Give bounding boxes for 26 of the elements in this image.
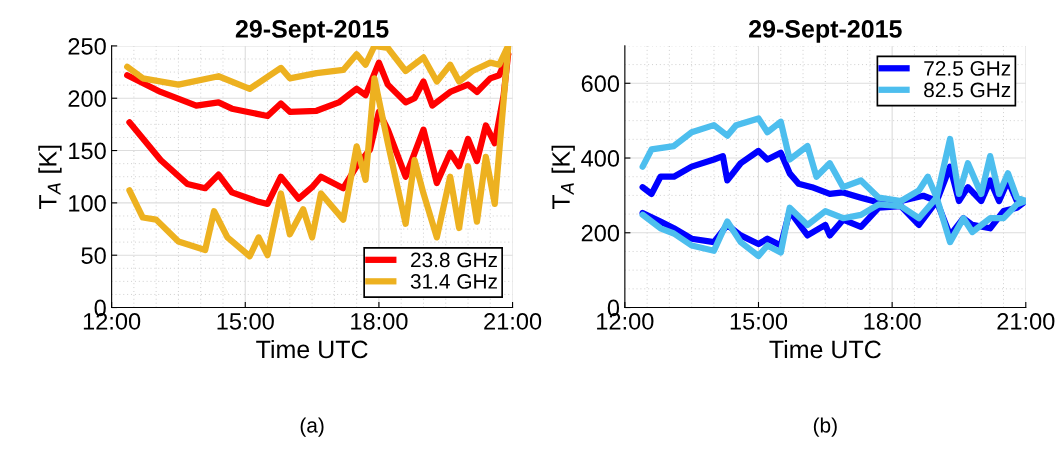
legend-label: 82.5 GHz	[924, 82, 1011, 98]
text: (a)	[300, 417, 324, 437]
legend-label: 72.5 GHz	[924, 61, 1011, 76]
x-axis-title: Time UTC	[769, 339, 881, 359]
chart-title: 29-Sept-2015	[235, 20, 389, 43]
x-axis-title: Time UTC	[256, 339, 368, 359]
x-tick-label: 18:00	[351, 313, 408, 330]
y-tick-label: 250	[68, 37, 106, 55]
y-tick-label: 50	[81, 247, 106, 264]
x-tick-label: 21:00	[997, 313, 1055, 330]
y-tick-label: 100	[69, 194, 106, 212]
y-axis-title: T$_{A}$ [K]	[38, 145, 62, 210]
x-tick-label: 15:00	[217, 313, 274, 330]
chart-title: 29-Sept-2015	[749, 20, 902, 43]
y-tick-label: 200	[581, 224, 620, 242]
legend-label: 23.8 GHz	[411, 252, 497, 268]
y-tick-label: 150	[69, 142, 106, 160]
y-axis-title: T$_{A}$ [K]	[551, 145, 575, 210]
y-tick-label: 200	[68, 90, 106, 108]
text: (b)	[813, 417, 837, 437]
y-tick-label: 400	[581, 150, 620, 167]
x-tick-label: 18:00	[864, 313, 921, 330]
y-tick-label: 600	[581, 75, 620, 93]
x-tick-label: 21:00	[484, 313, 542, 330]
x-tick-label: 15:00	[730, 313, 788, 330]
legend-label: 31.4 GHz	[410, 274, 497, 289]
